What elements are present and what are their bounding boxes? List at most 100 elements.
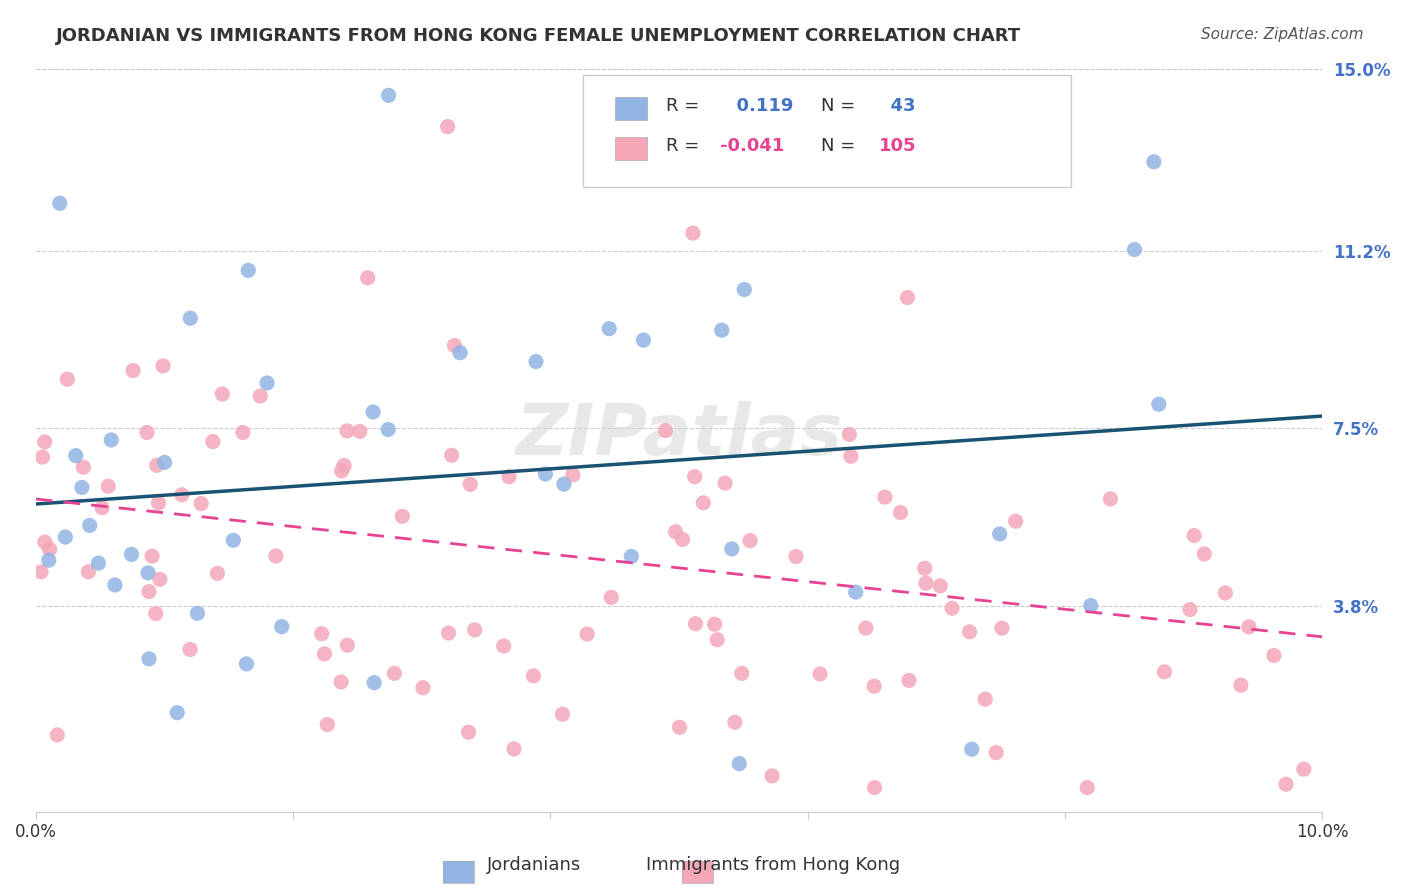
- Point: [863, 679, 886, 693]
- Text: N =: N =: [821, 137, 860, 155]
- Point: [1099, 491, 1122, 506]
- Text: 105: 105: [879, 137, 915, 155]
- Text: Jordanians: Jordanians: [486, 856, 582, 874]
- Point: [336, 638, 359, 652]
- Point: [207, 566, 229, 581]
- Text: R =: R =: [666, 97, 706, 115]
- Point: [330, 674, 353, 689]
- Point: [1178, 602, 1201, 616]
- Point: [896, 291, 918, 305]
- Text: Source: ZipAtlas.com: Source: ZipAtlas.com: [1201, 27, 1364, 42]
- Point: [863, 780, 886, 795]
- Point: [34, 434, 56, 449]
- Point: [654, 424, 676, 438]
- Point: [839, 449, 862, 463]
- Point: [149, 573, 172, 587]
- Point: [152, 359, 174, 373]
- Point: [685, 616, 707, 631]
- Point: [363, 675, 385, 690]
- FancyBboxPatch shape: [614, 97, 647, 120]
- Point: [458, 477, 481, 491]
- Point: [91, 500, 114, 515]
- Point: [1215, 586, 1237, 600]
- Point: [211, 387, 233, 401]
- Text: 43: 43: [879, 97, 915, 115]
- Point: [668, 720, 690, 734]
- Point: [457, 725, 479, 739]
- Point: [808, 667, 831, 681]
- Point: [1004, 514, 1026, 528]
- Text: 0.119: 0.119: [724, 97, 793, 115]
- Point: [186, 607, 208, 621]
- Point: [576, 627, 599, 641]
- Point: [38, 553, 60, 567]
- Point: [551, 707, 574, 722]
- Point: [897, 673, 920, 688]
- Point: [598, 321, 620, 335]
- Point: [1182, 528, 1205, 542]
- Point: [706, 632, 728, 647]
- Point: [683, 469, 706, 483]
- Point: [728, 756, 751, 771]
- Point: [136, 425, 159, 440]
- Text: ZIPatlas: ZIPatlas: [516, 401, 842, 470]
- Point: [56, 372, 79, 386]
- Point: [357, 270, 380, 285]
- Point: [256, 376, 278, 390]
- Point: [464, 623, 486, 637]
- Point: [79, 518, 101, 533]
- Point: [145, 607, 167, 621]
- Point: [87, 556, 110, 570]
- Point: [46, 728, 69, 742]
- Point: [915, 576, 938, 591]
- Point: [692, 496, 714, 510]
- Point: [249, 389, 271, 403]
- Point: [70, 480, 93, 494]
- Point: [503, 742, 526, 756]
- Point: [524, 354, 547, 368]
- Point: [838, 427, 860, 442]
- Point: [170, 488, 193, 502]
- Point: [30, 565, 52, 579]
- Point: [889, 506, 911, 520]
- Point: [330, 464, 353, 478]
- Point: [492, 639, 515, 653]
- Point: [412, 681, 434, 695]
- Point: [104, 578, 127, 592]
- Point: [314, 647, 336, 661]
- Point: [991, 621, 1014, 635]
- Point: [145, 458, 167, 473]
- Point: [264, 549, 287, 563]
- Text: -0.041: -0.041: [720, 137, 785, 155]
- Point: [166, 706, 188, 720]
- Point: [100, 433, 122, 447]
- Point: [449, 345, 471, 359]
- Point: [443, 338, 465, 352]
- Point: [391, 509, 413, 524]
- Point: [988, 527, 1011, 541]
- Point: [522, 669, 544, 683]
- Point: [986, 746, 1008, 760]
- Point: [740, 533, 762, 548]
- Point: [1194, 547, 1216, 561]
- Text: JORDANIAN VS IMMIGRANTS FROM HONG KONG FEMALE UNEMPLOYMENT CORRELATION CHART: JORDANIAN VS IMMIGRANTS FROM HONG KONG F…: [56, 27, 1021, 45]
- Point: [845, 585, 868, 599]
- Point: [534, 467, 557, 481]
- Point: [1292, 762, 1315, 776]
- Point: [1237, 620, 1260, 634]
- Point: [153, 455, 176, 469]
- Point: [1263, 648, 1285, 663]
- Point: [238, 263, 260, 277]
- Point: [600, 591, 623, 605]
- Point: [31, 450, 53, 464]
- Point: [436, 120, 458, 134]
- Point: [179, 311, 201, 326]
- Point: [682, 226, 704, 240]
- Point: [382, 666, 405, 681]
- Point: [855, 621, 877, 635]
- Point: [138, 652, 160, 666]
- Point: [77, 565, 100, 579]
- Point: [1275, 777, 1298, 791]
- Point: [336, 424, 359, 438]
- Point: [1076, 780, 1098, 795]
